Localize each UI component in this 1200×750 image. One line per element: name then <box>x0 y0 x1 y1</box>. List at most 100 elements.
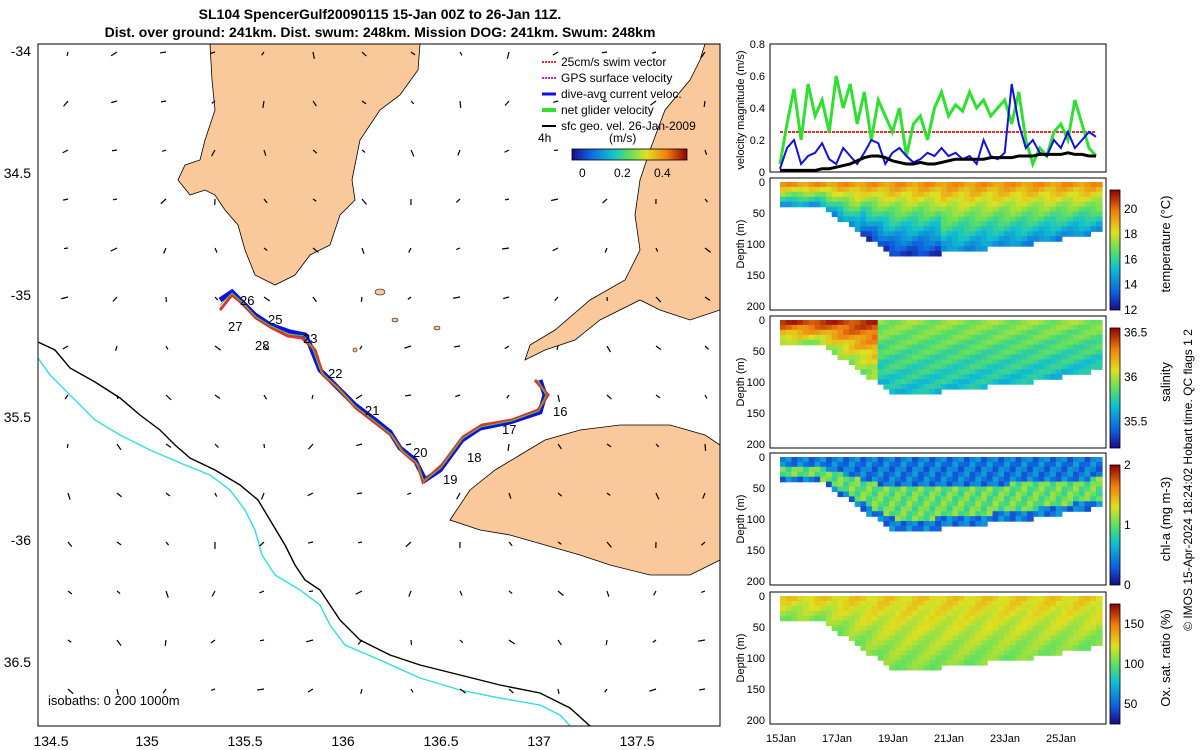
heatmap-cell <box>900 516 908 522</box>
heatmap-cell <box>883 324 890 331</box>
heatmap-cell <box>906 246 913 252</box>
heatmap-cell <box>837 630 845 637</box>
heatmap-cell <box>883 374 890 380</box>
heatmap-cell <box>940 384 948 390</box>
heatmap-cell <box>843 216 850 223</box>
heatmap-cell <box>894 388 902 395</box>
heatmap-cell <box>1004 457 1011 463</box>
heatmap-cell <box>1015 236 1023 242</box>
heatmap-cell <box>929 334 936 341</box>
heatmap-cell <box>1027 182 1034 188</box>
heatmap-cell <box>1084 201 1092 208</box>
heatmap-cell <box>917 525 925 532</box>
heatmap-cell <box>848 221 856 227</box>
heatmap-cell <box>969 221 977 227</box>
heatmap-cell <box>940 650 948 656</box>
heatmap-cell <box>935 374 942 380</box>
heatmap-cell <box>998 221 1005 227</box>
heatmap-cell <box>912 640 919 646</box>
vel-y-tick: 0.6 <box>750 71 765 83</box>
heatmap-cell <box>877 216 885 223</box>
heatmap-cell <box>1078 186 1086 193</box>
heatmap-cell <box>843 206 850 213</box>
heatmap-cell <box>1061 320 1069 326</box>
heatmap-cell <box>952 635 959 641</box>
heatmap-cell <box>958 596 965 602</box>
heatmap-cell <box>963 635 971 641</box>
heatmap-cell <box>958 201 965 208</box>
heatmap-cell <box>877 334 885 341</box>
heatmap-cell <box>963 521 971 527</box>
heatmap-cell <box>894 196 902 203</box>
heatmap-cell <box>814 596 822 602</box>
heatmap-cell <box>1038 506 1046 512</box>
heatmap-cell <box>917 206 925 213</box>
heatmap-cell <box>969 359 977 365</box>
heatmap-cell <box>1078 461 1086 468</box>
heatmap-cell <box>1004 466 1011 473</box>
geo-vector <box>404 394 412 397</box>
heatmap-cell <box>906 231 913 237</box>
heatmap-cell <box>1050 231 1057 237</box>
heatmap-cell <box>1078 221 1086 227</box>
heatmap-cell <box>837 216 845 223</box>
heatmap-cell <box>923 501 931 507</box>
heatmap-y-tick: 100 <box>747 239 765 251</box>
geo-vector <box>312 100 317 107</box>
heatmap-cell <box>1032 511 1040 517</box>
heatmap-cell <box>1055 324 1063 331</box>
heatmap-cell <box>912 226 919 232</box>
heatmap-cell <box>848 359 856 365</box>
heatmap-cell <box>1044 196 1051 203</box>
heatmap-cell <box>814 334 822 341</box>
heatmap-cell <box>785 471 793 478</box>
day-label: 22 <box>328 366 342 381</box>
heatmap-cell <box>1096 221 1103 227</box>
heatmap-cell <box>894 476 902 483</box>
heatmap-cell <box>940 226 948 232</box>
heatmap-cell <box>894 525 902 532</box>
heatmap-cell <box>831 615 839 622</box>
land-kangaroo-island <box>449 424 720 576</box>
heatmap-cell <box>912 349 919 356</box>
heatmap-cell <box>848 596 856 602</box>
heatmap-cell <box>1067 324 1074 331</box>
heatmap-cell <box>935 236 942 242</box>
heatmap-cell <box>946 221 954 227</box>
heatmap-cell <box>866 186 873 193</box>
heatmap-cell <box>1073 226 1080 232</box>
geo-vector <box>261 51 265 56</box>
heatmap-cell <box>854 354 862 361</box>
heatmap-colorbar <box>1109 189 1121 311</box>
heatmap-cell <box>940 491 948 498</box>
geo-vector <box>66 51 69 57</box>
heatmap-cell <box>1009 605 1017 612</box>
heatmap-cell <box>958 231 965 237</box>
heatmap-cell <box>992 610 1000 617</box>
heatmap-cell <box>894 329 902 336</box>
heatmap-cell <box>1038 650 1046 656</box>
heatmap-cell <box>1084 329 1092 336</box>
heatmap-cell <box>860 481 867 488</box>
heatmap-cell <box>1096 610 1103 617</box>
heatmap-cell <box>1004 635 1011 641</box>
heatmap-cell <box>785 182 793 188</box>
heatmap-cell <box>1004 471 1011 478</box>
heatmap-cell <box>952 501 959 507</box>
heatmap-cell <box>1004 364 1011 370</box>
heatmap-cell <box>958 191 965 198</box>
heatmap-cell <box>1090 625 1097 632</box>
heatmap-cell <box>1015 655 1023 661</box>
heatmap-cell <box>837 466 845 473</box>
heatmap-cell <box>952 521 959 527</box>
heatmap-cell <box>848 320 856 326</box>
heatmap-cell <box>963 354 971 361</box>
heatmap-cell <box>883 640 890 646</box>
heatmap-cell <box>854 182 862 188</box>
heatmap-cell <box>1090 329 1097 336</box>
heatmap-cell <box>958 364 965 370</box>
colorbar-tick: 1 <box>1124 518 1131 532</box>
heatmap-cell <box>917 191 925 198</box>
